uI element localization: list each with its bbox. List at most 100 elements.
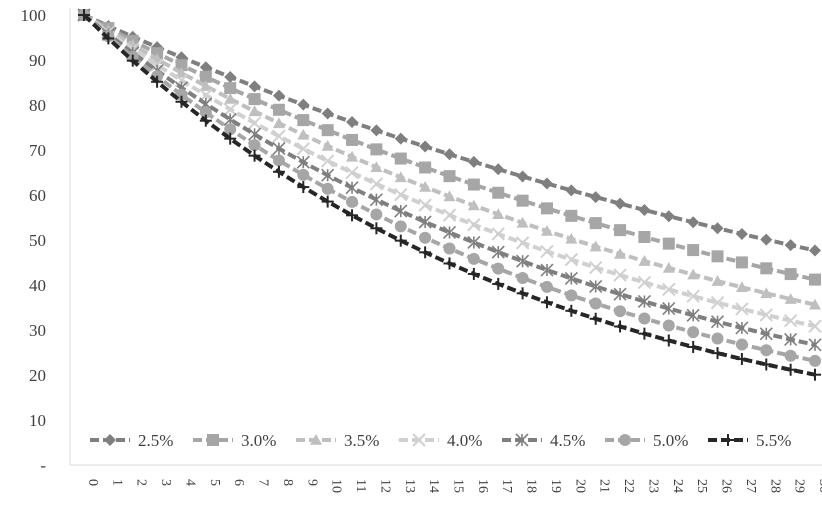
data-point	[783, 313, 798, 328]
legend-marker	[104, 434, 116, 446]
plot-area	[77, 8, 822, 381]
data-point	[346, 116, 359, 129]
data-point	[248, 139, 261, 152]
data-point	[370, 161, 383, 172]
data-point	[248, 93, 261, 106]
data-point	[175, 59, 188, 72]
data-point	[224, 70, 237, 83]
data-point	[809, 244, 821, 257]
data-point	[784, 239, 797, 252]
data-point	[687, 244, 700, 257]
data-point	[175, 66, 188, 78]
data-point	[637, 294, 651, 309]
data-point	[126, 54, 139, 67]
series-2-5pct	[78, 9, 821, 257]
legend-item: 3.0%	[193, 431, 276, 450]
data-point	[297, 181, 310, 194]
x-tick-label: 27	[743, 479, 758, 493]
x-tick-label: 5	[207, 479, 222, 486]
data-point	[759, 327, 773, 341]
data-point	[248, 105, 261, 117]
data-point	[467, 155, 480, 168]
legend-label: 4.0%	[447, 431, 482, 450]
x-tick-label: 18	[524, 479, 539, 493]
series-4-5pct	[77, 8, 822, 352]
y-tick-label: 40	[29, 276, 46, 295]
x-tick-label: 24	[670, 479, 685, 493]
data-point	[419, 180, 432, 192]
y-tick-label: -	[40, 456, 46, 475]
data-point	[370, 222, 383, 235]
x-tick-label: 0	[85, 479, 100, 486]
series-3-5pct	[78, 9, 821, 310]
data-point	[199, 80, 212, 91]
data-point	[321, 139, 334, 151]
data-point	[589, 279, 603, 294]
data-point	[370, 208, 383, 221]
data-point	[345, 165, 359, 180]
data-point	[760, 262, 773, 275]
data-point	[589, 240, 602, 252]
data-point	[346, 133, 359, 146]
x-tick-label: 15	[451, 479, 466, 493]
data-point	[345, 181, 359, 195]
data-point	[735, 256, 748, 269]
data-point	[443, 242, 456, 255]
data-point	[394, 234, 407, 247]
data-point	[297, 98, 310, 111]
data-point	[419, 140, 432, 153]
legend-marker	[722, 434, 734, 446]
legend-marker	[619, 434, 631, 446]
data-point	[565, 209, 578, 222]
data-point	[394, 171, 407, 183]
data-point	[614, 305, 627, 318]
series-4-0pct	[77, 8, 822, 333]
data-point	[370, 143, 383, 156]
data-point	[394, 204, 408, 218]
x-tick-label: 13	[402, 479, 417, 493]
data-point	[467, 218, 481, 232]
data-point	[370, 124, 383, 137]
data-point	[516, 254, 530, 268]
data-point	[638, 203, 651, 216]
data-point	[809, 273, 821, 286]
data-point	[662, 261, 675, 273]
data-point	[492, 186, 505, 199]
data-point	[565, 304, 578, 317]
series-line	[82, 13, 816, 363]
x-tick-label: 8	[280, 479, 295, 486]
data-point	[710, 295, 725, 310]
data-point	[784, 363, 797, 376]
x-tick-label: 19	[548, 479, 563, 493]
data-point	[760, 344, 773, 357]
data-point	[492, 262, 505, 275]
data-point	[540, 263, 554, 277]
data-point	[419, 161, 432, 174]
data-point	[711, 275, 724, 286]
data-point	[224, 92, 237, 104]
data-point	[419, 231, 432, 244]
data-point	[491, 245, 505, 259]
x-tick-label: 3	[158, 479, 173, 486]
y-tick-label: 80	[29, 96, 46, 115]
data-point	[588, 260, 603, 275]
data-point	[809, 298, 821, 310]
data-point	[710, 315, 725, 329]
data-point	[102, 32, 115, 45]
x-tick-label: 6	[231, 479, 246, 486]
legend-label: 5.0%	[653, 431, 688, 450]
data-point	[516, 287, 529, 300]
x-tick-label: 10	[329, 479, 344, 493]
x-tick-label: 16	[475, 479, 490, 493]
data-point	[784, 293, 797, 304]
data-point	[272, 165, 285, 178]
legend-marker	[207, 434, 219, 446]
data-point	[711, 332, 724, 345]
data-point	[784, 268, 797, 281]
data-point	[467, 199, 480, 211]
data-point	[443, 170, 456, 183]
y-tick-label: 90	[29, 51, 46, 70]
data-point	[224, 123, 237, 136]
data-point	[565, 184, 578, 197]
